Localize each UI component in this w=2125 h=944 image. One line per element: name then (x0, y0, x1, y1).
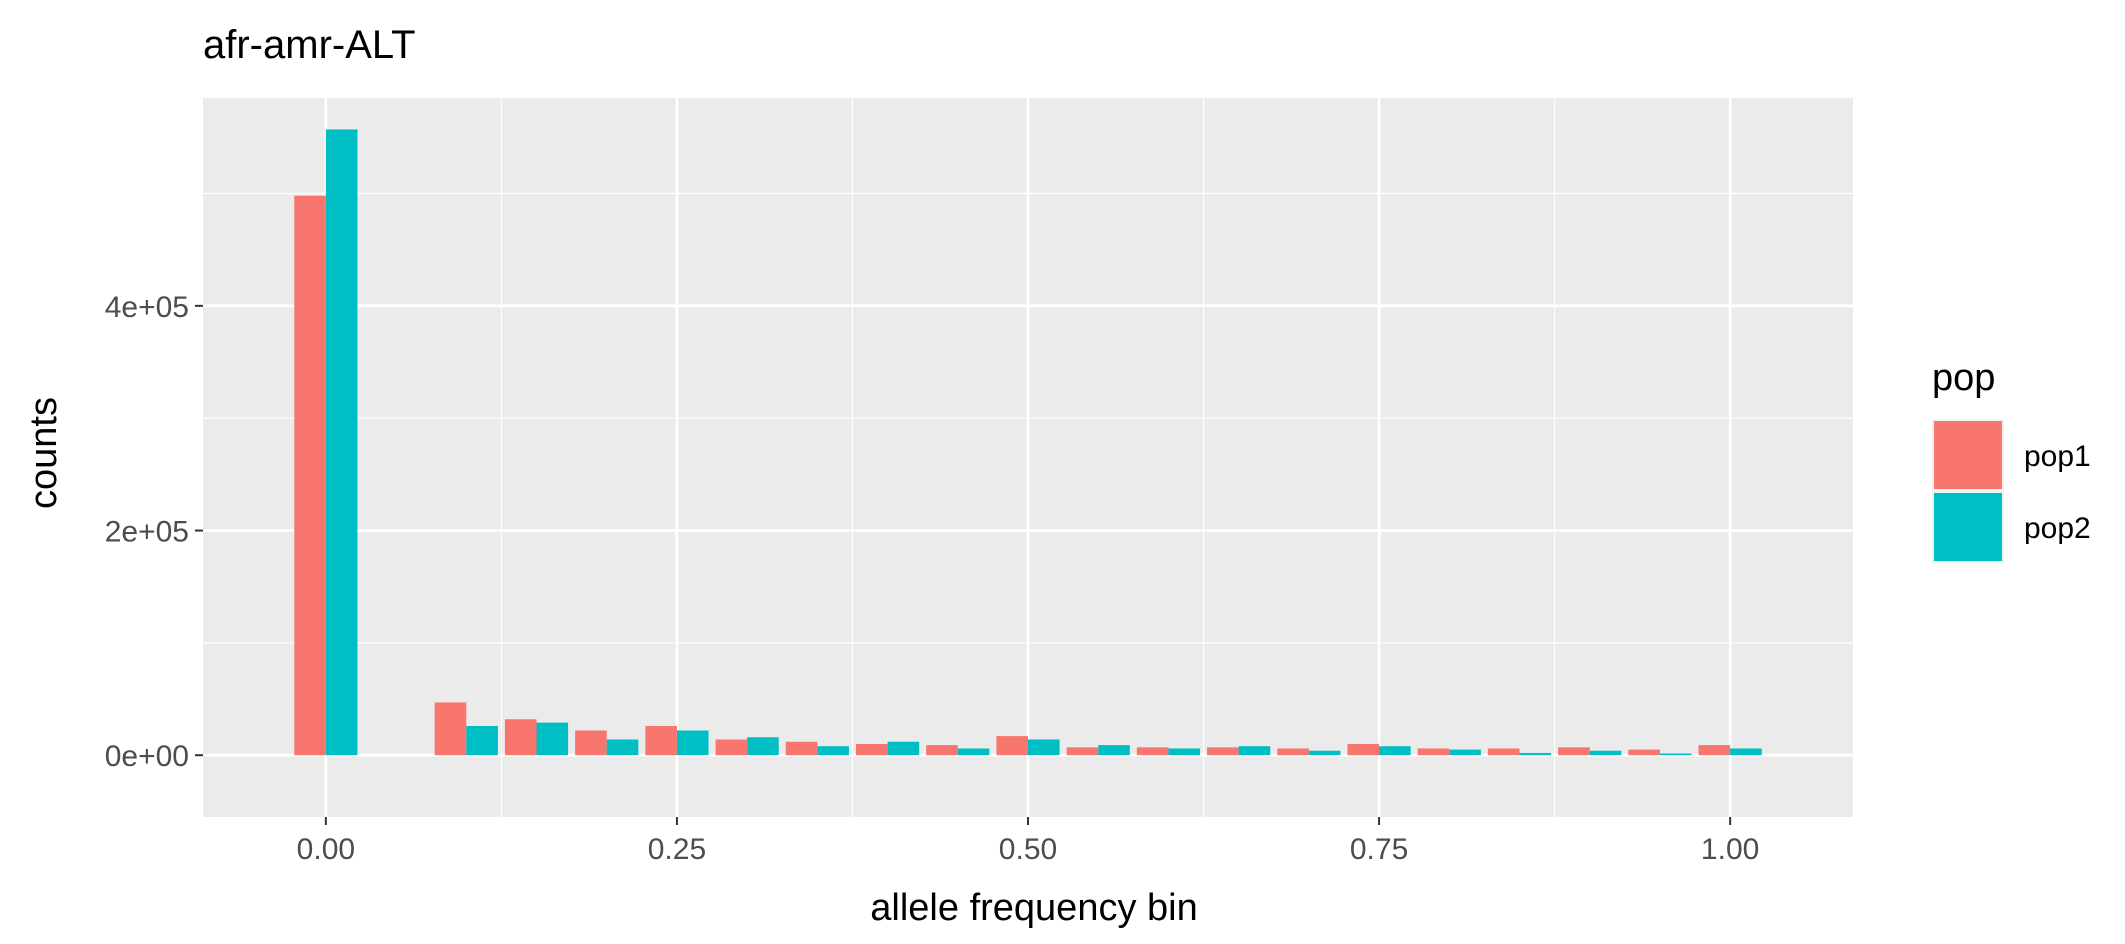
bar-pop1 (926, 745, 958, 756)
legend-title: pop (1932, 357, 1995, 399)
bar-pop2 (1028, 739, 1060, 756)
y-tick-label: 4e+05 (105, 291, 189, 324)
bar-pop2 (1098, 745, 1130, 756)
legend-items: pop1 pop2 (1932, 419, 2091, 563)
plot-panel (203, 98, 1853, 817)
legend-label-pop2: pop2 (2024, 512, 2091, 545)
bar-pop1 (1347, 743, 1380, 756)
bar-pop1 (996, 736, 1028, 756)
bar-pop1 (785, 741, 818, 756)
bar-pop1 (1558, 747, 1590, 756)
bar-pop2 (1449, 749, 1481, 756)
legend: pop pop1 pop2 (1932, 357, 2091, 563)
bar-pop2 (466, 726, 498, 756)
bar-pop2 (325, 129, 358, 756)
bar-pop1 (1277, 748, 1309, 756)
bar-pop1 (1066, 747, 1099, 756)
y-tick-label: 0e+00 (105, 740, 189, 773)
bar-pop1 (575, 730, 607, 756)
bar-pop2 (1379, 746, 1411, 756)
bar-pop1 (1136, 747, 1169, 756)
bar-pop2 (1659, 753, 1692, 756)
bar-pop2 (1589, 750, 1622, 756)
bar-pop1 (1628, 749, 1660, 756)
bar-pop2 (887, 741, 920, 756)
x-axis-title: allele frequency bin (870, 887, 1197, 929)
axes: 0.00 0.25 0.50 0.75 1.00 0e+00 2e+05 4e+05 (105, 291, 1760, 866)
bar-pop2 (1168, 748, 1201, 756)
x-tick-label: 0.50 (999, 833, 1057, 866)
bar-pop2 (536, 722, 569, 756)
x-tick-label: 0.25 (648, 833, 706, 866)
bar-pop2 (1519, 752, 1552, 756)
bar-pop2 (1730, 748, 1762, 756)
y-axis-title: counts (23, 397, 65, 509)
x-tick-label: 0.75 (1350, 833, 1408, 866)
bar-pop2 (606, 739, 639, 756)
bar-pop1 (1207, 747, 1239, 756)
bar-pop2 (747, 737, 779, 756)
bar-pop1 (855, 743, 888, 756)
bar-pop2 (1308, 750, 1341, 756)
x-tick-label: 1.00 (1701, 833, 1759, 866)
bar-pop1 (1698, 745, 1731, 756)
bars (294, 129, 1762, 756)
bar-pop2 (1238, 746, 1271, 756)
x-tick-label: 0.00 (297, 833, 355, 866)
legend-label-pop1: pop1 (2024, 440, 2091, 473)
bar-pop2 (817, 746, 849, 756)
bar-pop1 (504, 719, 537, 756)
bar-pop1 (715, 739, 748, 756)
bar-pop1 (1487, 748, 1520, 756)
legend-swatch-pop1 (1934, 421, 2002, 489)
bar-pop2 (676, 730, 709, 756)
chart-title: afr-amr-ALT (203, 23, 416, 67)
bar-pop1 (434, 702, 467, 756)
legend-swatch-pop2 (1934, 493, 2002, 561)
bar-pop1 (294, 195, 326, 756)
bar-pop1 (645, 726, 677, 756)
y-tick-label: 2e+05 (105, 516, 189, 549)
bar-pop2 (957, 748, 990, 756)
bar-pop1 (1417, 748, 1450, 756)
